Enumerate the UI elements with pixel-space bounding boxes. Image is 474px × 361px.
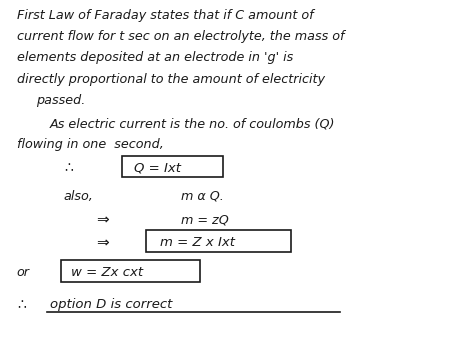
Text: flowing in one  second,: flowing in one second,	[17, 139, 164, 152]
Text: m = Z x Ixt: m = Z x Ixt	[160, 236, 235, 249]
Text: Q = Ixt: Q = Ixt	[134, 162, 181, 175]
Text: ⇒: ⇒	[97, 212, 109, 227]
Text: First Law of Faraday states that if C amount of: First Law of Faraday states that if C am…	[17, 9, 313, 22]
Text: w = Zx cxt: w = Zx cxt	[71, 266, 143, 279]
Text: passed.: passed.	[36, 94, 85, 107]
Text: m α Q.: m α Q.	[181, 190, 224, 203]
Text: also,: also,	[64, 190, 93, 203]
Text: current flow for t sec on an electrolyte, the mass of: current flow for t sec on an electrolyte…	[17, 30, 344, 43]
Text: directly proportional to the amount of electricity: directly proportional to the amount of e…	[17, 73, 325, 86]
Text: ∴: ∴	[17, 298, 26, 312]
Text: ⇒: ⇒	[97, 235, 109, 250]
Text: elements deposited at an electrode in 'g' is: elements deposited at an electrode in 'g…	[17, 51, 293, 64]
Text: ∴: ∴	[64, 161, 73, 175]
Text: or: or	[17, 266, 30, 279]
Text: m = zQ: m = zQ	[181, 213, 228, 226]
Text: option D is correct: option D is correct	[50, 299, 172, 312]
Text: As electric current is the no. of coulombs (Q): As electric current is the no. of coulom…	[50, 117, 335, 130]
